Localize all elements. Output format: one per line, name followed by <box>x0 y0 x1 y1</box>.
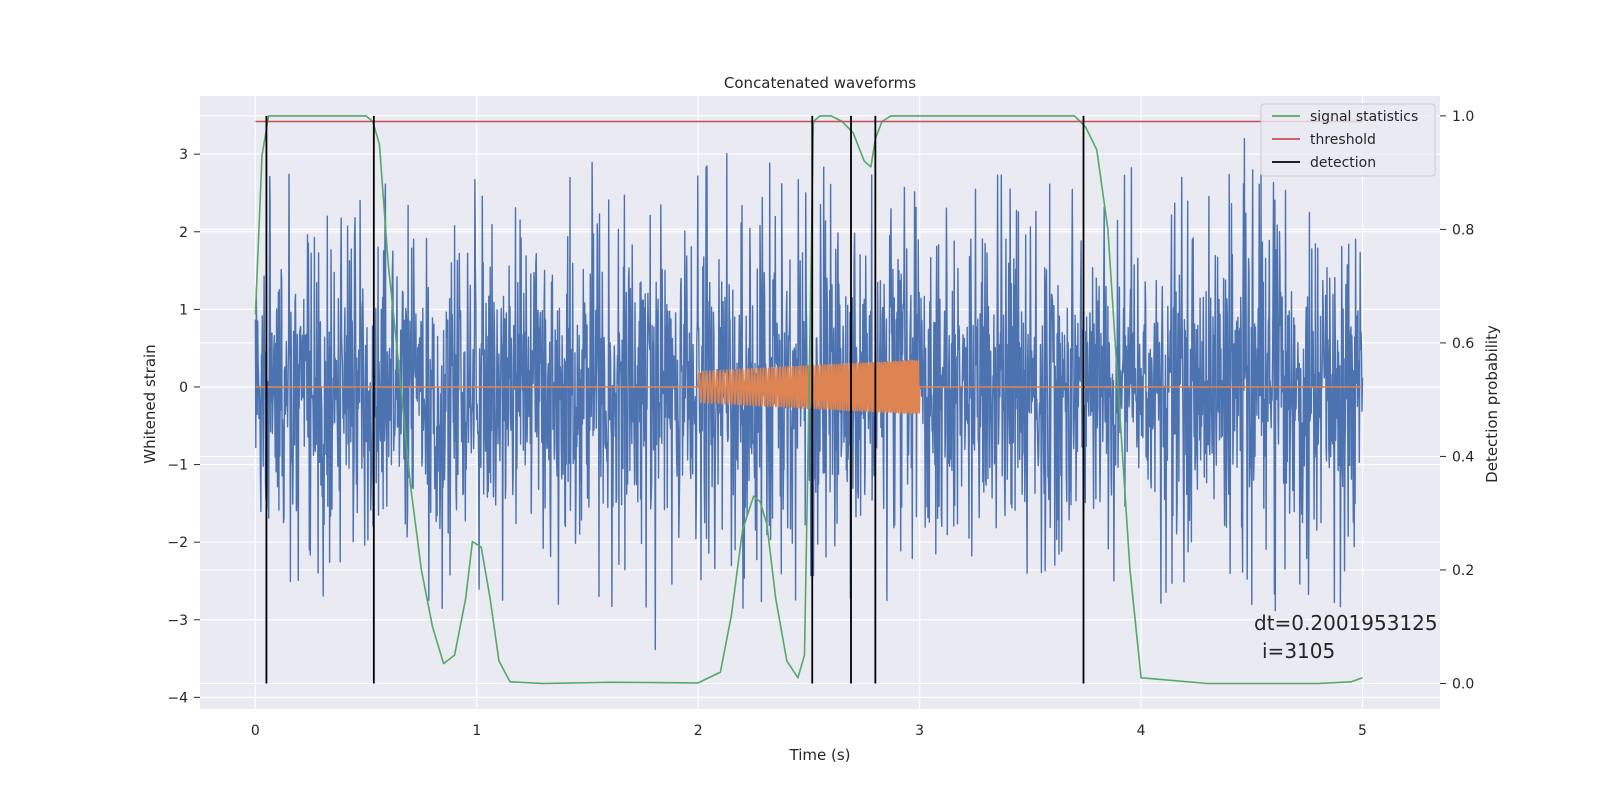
y-axis-label: Whitened strain <box>141 344 159 463</box>
y2-tick-label: 0.2 <box>1452 563 1474 579</box>
x-tick-label: 2 <box>694 723 703 739</box>
x-tick-label: 5 <box>1358 723 1367 739</box>
x-tick-label: 0 <box>251 723 260 739</box>
y-tick-label: −2 <box>167 535 188 551</box>
y2-axis-label: Detection probability <box>1483 325 1501 483</box>
annotation-i: i=3105 <box>1262 639 1335 663</box>
y-tick-label: −1 <box>167 458 188 474</box>
x-tick-label: 4 <box>1137 723 1146 739</box>
x-axis-label: Time (s) <box>789 746 851 764</box>
chart-title: Concatenated waveforms <box>724 74 916 92</box>
annotation-dt: dt=0.2001953125 <box>1254 611 1438 635</box>
legend-label-threshold: threshold <box>1310 132 1376 148</box>
legend-box <box>1260 103 1436 177</box>
y2-tick-label: 0.6 <box>1452 336 1474 352</box>
y2-tick-label: 1.0 <box>1452 109 1474 125</box>
series-layer <box>254 115 1364 685</box>
y2-ticks: 0.0 0.2 0.4 0.6 0.8 1.0 <box>1440 109 1474 692</box>
y-ticks: −4 −3 −2 −1 0 1 2 3 <box>167 147 200 706</box>
y2-tick-label: 0.8 <box>1452 222 1474 238</box>
y-tick-label: −4 <box>167 690 188 706</box>
y-tick-label: 0 <box>179 380 188 396</box>
y-tick-label: 1 <box>179 302 188 318</box>
x-ticks: 0 1 2 3 4 5 <box>251 723 1367 739</box>
y-tick-label: 2 <box>179 225 188 241</box>
legend-label-detection: detection <box>1310 155 1376 171</box>
y-tick-label: −3 <box>167 613 188 629</box>
y-tick-label: 3 <box>179 147 188 163</box>
detections-layer <box>265 115 1085 684</box>
x-tick-label: 3 <box>915 723 924 739</box>
y2-tick-label: 0.0 <box>1452 676 1474 692</box>
legend: signal statistics threshold detection <box>1260 103 1436 177</box>
x-tick-label: 1 <box>472 723 481 739</box>
y2-tick-label: 0.4 <box>1452 449 1474 465</box>
legend-label-signal-statistics: signal statistics <box>1310 109 1418 125</box>
